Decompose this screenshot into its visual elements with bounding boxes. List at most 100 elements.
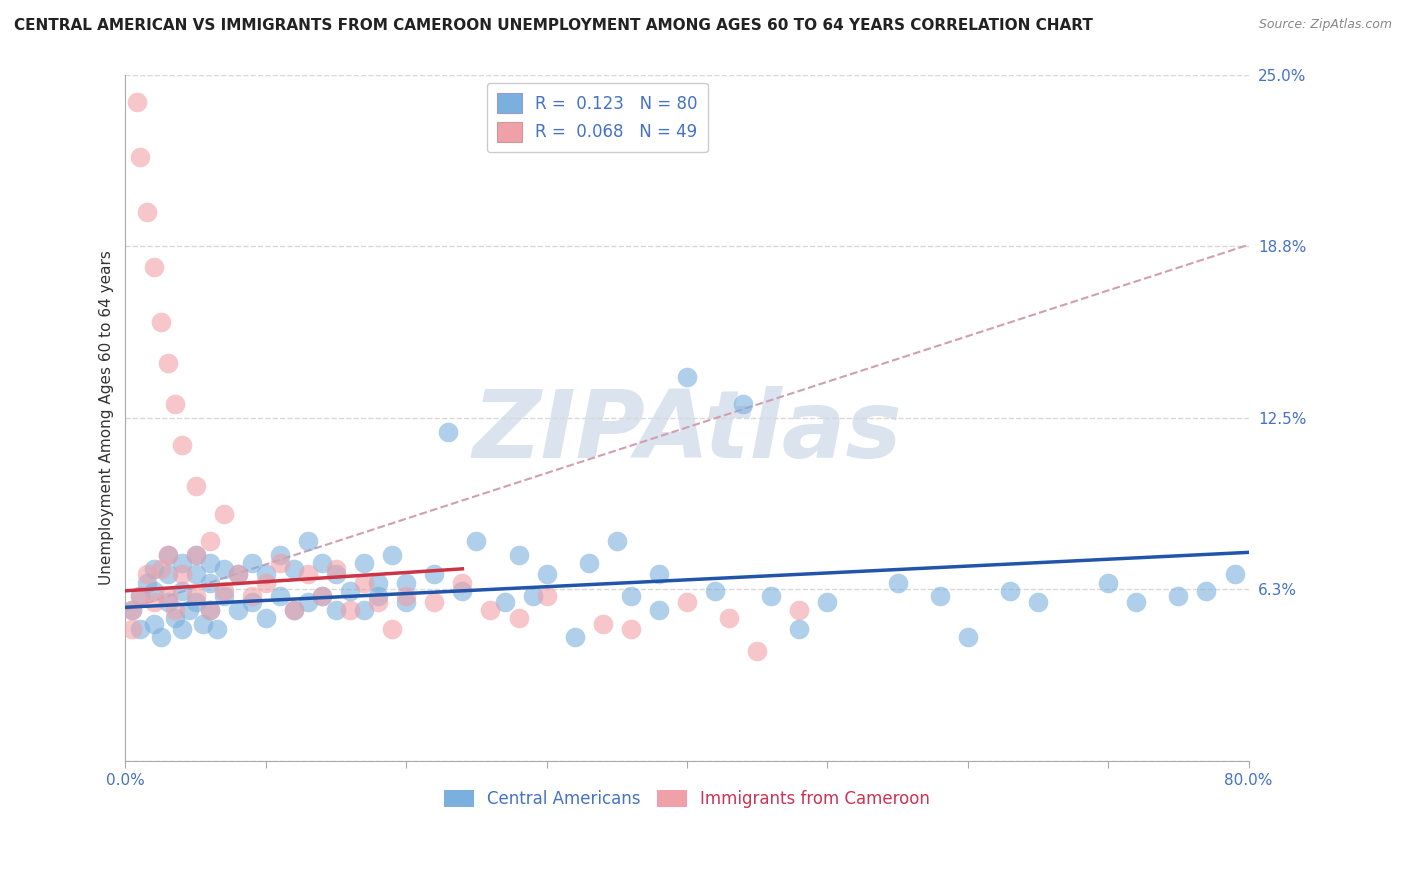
Point [142, 616, 165, 631]
Point [269, 590, 291, 604]
Point [381, 548, 404, 562]
Point [184, 595, 207, 609]
Point [121, 603, 143, 617]
Point [676, 595, 699, 609]
Point [226, 567, 249, 582]
Point [325, 567, 347, 582]
Point [747, 644, 769, 658]
Text: Source: ZipAtlas.com: Source: ZipAtlas.com [1258, 18, 1392, 31]
Point [1167, 590, 1189, 604]
Point [121, 622, 143, 636]
Point [177, 603, 200, 617]
Point [254, 567, 277, 582]
Point [998, 583, 1021, 598]
Point [128, 150, 150, 164]
Point [125, 95, 148, 109]
Point [536, 567, 558, 582]
Point [269, 548, 291, 562]
Point [191, 616, 214, 631]
Point [135, 567, 157, 582]
Point [564, 631, 586, 645]
Point [156, 548, 179, 562]
Point [142, 260, 165, 274]
Point [423, 567, 446, 582]
Point [451, 575, 474, 590]
Point [226, 567, 249, 582]
Point [198, 557, 221, 571]
Point [170, 567, 193, 582]
Point [170, 583, 193, 598]
Point [283, 603, 305, 617]
Point [718, 611, 741, 625]
Point [353, 603, 375, 617]
Point [1223, 567, 1246, 582]
Point [184, 548, 207, 562]
Point [163, 603, 186, 617]
Point [508, 548, 530, 562]
Point [156, 356, 179, 370]
Point [163, 397, 186, 411]
Y-axis label: Unemployment Among Ages 60 to 64 years: Unemployment Among Ages 60 to 64 years [100, 251, 114, 585]
Point [522, 590, 544, 604]
Text: ZIPAtlas: ZIPAtlas [472, 385, 901, 477]
Point [733, 397, 755, 411]
Point [494, 595, 516, 609]
Point [135, 575, 157, 590]
Point [156, 548, 179, 562]
Point [367, 595, 389, 609]
Point [297, 534, 319, 549]
Point [240, 590, 263, 604]
Point [240, 595, 263, 609]
Point [205, 622, 228, 636]
Point [297, 595, 319, 609]
Point [367, 575, 389, 590]
Point [606, 534, 628, 549]
Point [367, 590, 389, 604]
Point [620, 590, 643, 604]
Point [339, 603, 361, 617]
Point [325, 603, 347, 617]
Point [311, 590, 333, 604]
Point [648, 603, 671, 617]
Point [1125, 595, 1147, 609]
Point [789, 622, 811, 636]
Point [578, 557, 600, 571]
Point [465, 534, 488, 549]
Point [149, 631, 172, 645]
Point [142, 595, 165, 609]
Point [184, 548, 207, 562]
Point [815, 595, 838, 609]
Point [311, 557, 333, 571]
Point [297, 567, 319, 582]
Point [886, 575, 908, 590]
Point [121, 603, 143, 617]
Point [395, 590, 418, 604]
Point [620, 622, 643, 636]
Point [1195, 583, 1218, 598]
Point [353, 575, 375, 590]
Point [240, 557, 263, 571]
Point [508, 611, 530, 625]
Point [198, 603, 221, 617]
Legend: Central Americans, Immigrants from Cameroon: Central Americans, Immigrants from Camer… [437, 783, 936, 814]
Point [212, 583, 235, 598]
Point [956, 631, 979, 645]
Point [381, 622, 404, 636]
Point [184, 479, 207, 493]
Point [761, 590, 783, 604]
Point [156, 595, 179, 609]
Point [184, 567, 207, 582]
Point [142, 583, 165, 598]
Point [592, 616, 614, 631]
Point [226, 603, 249, 617]
Point [198, 603, 221, 617]
Point [142, 562, 165, 576]
Point [704, 583, 727, 598]
Point [163, 611, 186, 625]
Point [928, 590, 950, 604]
Point [339, 583, 361, 598]
Point [156, 590, 179, 604]
Point [283, 562, 305, 576]
Point [283, 603, 305, 617]
Text: CENTRAL AMERICAN VS IMMIGRANTS FROM CAMEROON UNEMPLOYMENT AMONG AGES 60 TO 64 YE: CENTRAL AMERICAN VS IMMIGRANTS FROM CAME… [14, 18, 1092, 33]
